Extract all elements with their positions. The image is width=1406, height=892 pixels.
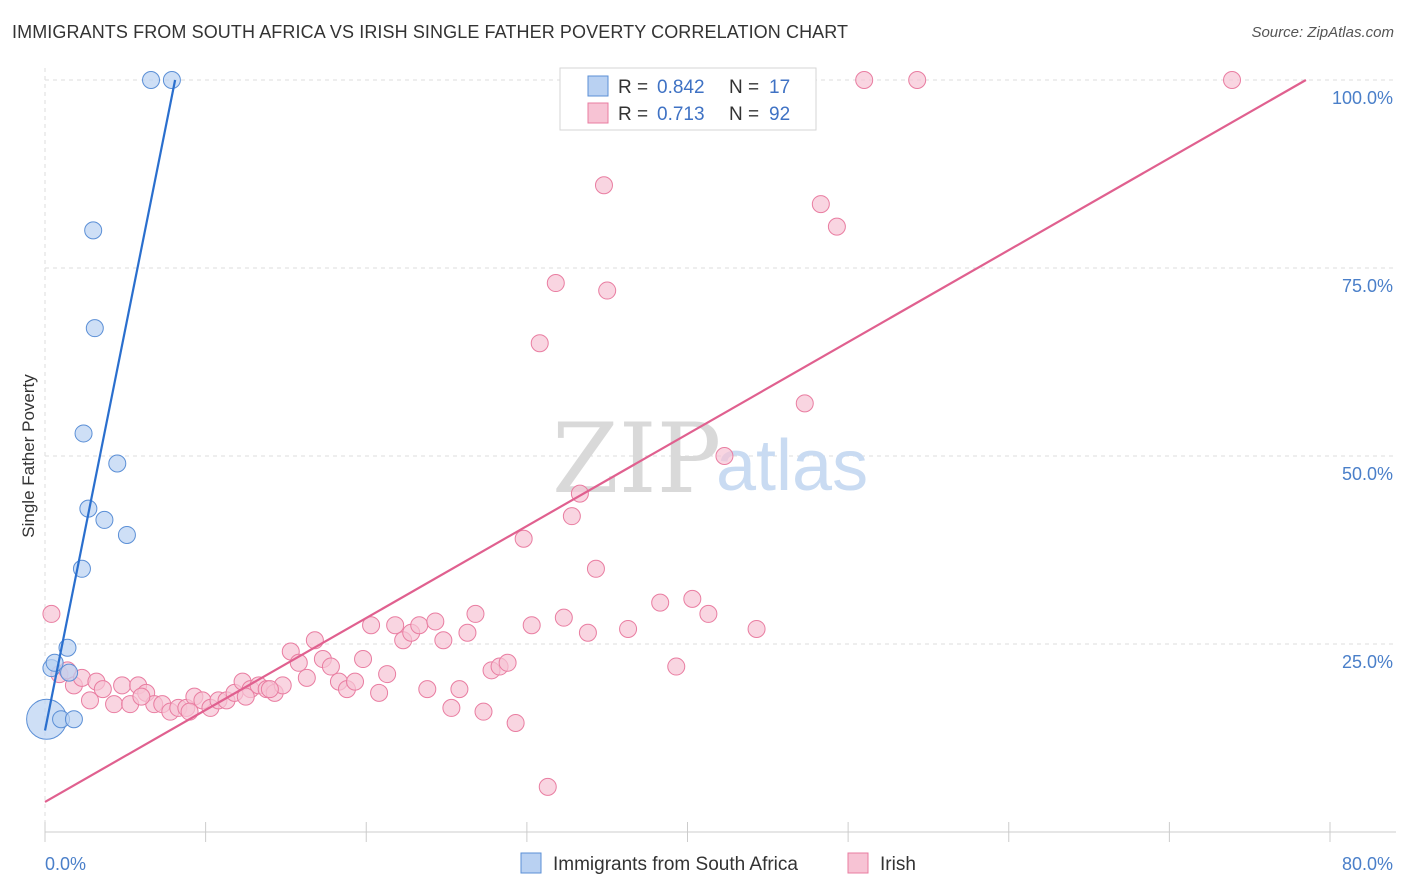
- y-axis-label: Single Father Poverty: [19, 374, 38, 538]
- irish-point[interactable]: [458, 623, 477, 642]
- legend-swatch-pink: [587, 102, 609, 124]
- irish-point[interactable]: [1223, 71, 1242, 89]
- irish-point[interactable]: [522, 616, 541, 635]
- bottom-legend-swatch-irish[interactable]: [847, 852, 869, 874]
- south-africa-point[interactable]: [95, 510, 114, 529]
- irish-point[interactable]: [498, 653, 517, 672]
- irish-point[interactable]: [619, 619, 638, 638]
- irish-point[interactable]: [474, 702, 493, 721]
- axes: [44, 822, 1396, 842]
- irish-point[interactable]: [418, 680, 437, 699]
- irish-point[interactable]: [827, 217, 846, 236]
- south-africa-point[interactable]: [85, 319, 104, 338]
- legend-r-label-2: R =: [618, 104, 648, 125]
- legend-n-value-1: 17: [769, 77, 790, 98]
- irish-point[interactable]: [651, 593, 670, 612]
- irish-point[interactable]: [554, 608, 573, 627]
- irish-point[interactable]: [811, 195, 830, 214]
- irish-point[interactable]: [442, 698, 461, 717]
- irish-point[interactable]: [667, 657, 686, 676]
- irish-point[interactable]: [908, 71, 927, 89]
- irish-point[interactable]: [578, 623, 597, 642]
- irish-point[interactable]: [506, 713, 525, 732]
- irish-point[interactable]: [466, 604, 485, 623]
- irish-point[interactable]: [113, 676, 132, 695]
- watermark-atlas: atlas: [716, 426, 868, 506]
- irish-point[interactable]: [370, 683, 389, 702]
- irish-point[interactable]: [683, 589, 702, 608]
- south-africa-point[interactable]: [64, 710, 83, 729]
- irish-point[interactable]: [346, 672, 365, 691]
- y-tick-label: 75.0%: [1342, 276, 1393, 296]
- irish-point[interactable]: [538, 777, 557, 796]
- irish-point[interactable]: [715, 447, 734, 465]
- irish-point[interactable]: [795, 394, 814, 413]
- chart-title: IMMIGRANTS FROM SOUTH AFRICA VS IRISH SI…: [12, 22, 849, 42]
- irish-point[interactable]: [180, 702, 199, 721]
- y-tick-label: 25.0%: [1342, 652, 1393, 672]
- irish-point[interactable]: [93, 680, 112, 699]
- series-legend: Immigrants from South Africa Irish: [520, 852, 916, 875]
- legend-n-value-2: 92: [769, 104, 790, 125]
- trend-lines: [43, 79, 1307, 803]
- correlation-legend: R = 0.842 N = 17 R = 0.713 N = 92: [559, 67, 817, 131]
- x-tick-label-min: 0.0%: [45, 854, 86, 874]
- legend-r-label-1: R =: [618, 77, 648, 98]
- irish-point[interactable]: [105, 695, 124, 714]
- irish-point[interactable]: [426, 612, 445, 631]
- irish-point[interactable]: [410, 616, 429, 635]
- irish-point[interactable]: [562, 507, 581, 526]
- irish-point[interactable]: [586, 559, 605, 578]
- y-tick-label: 50.0%: [1342, 464, 1393, 484]
- legend-swatch-blue: [587, 75, 609, 97]
- irish-point[interactable]: [297, 668, 316, 687]
- bottom-legend-label-irish[interactable]: Irish: [880, 854, 916, 875]
- south-africa-point[interactable]: [60, 663, 79, 682]
- south-africa-point[interactable]: [142, 71, 161, 89]
- watermark: ZIP atlas: [552, 403, 868, 515]
- south-africa-point[interactable]: [108, 454, 127, 473]
- legend-n-label-1: N =: [729, 77, 759, 98]
- south-africa-point[interactable]: [74, 424, 93, 443]
- legend-r-value-1: 0.842: [657, 77, 705, 98]
- irish-point[interactable]: [598, 281, 617, 300]
- irish-point[interactable]: [42, 604, 61, 623]
- irish-point[interactable]: [386, 616, 405, 635]
- irish-point[interactable]: [699, 604, 718, 623]
- legend-n-label-2: N =: [729, 104, 759, 125]
- irish-point[interactable]: [354, 650, 373, 669]
- x-tick-label-max: 80.0%: [1342, 854, 1393, 874]
- bottom-legend-swatch-south-africa[interactable]: [520, 852, 542, 874]
- irish-point[interactable]: [260, 680, 279, 699]
- irish-point[interactable]: [450, 680, 469, 699]
- bottom-legend-label-south-africa[interactable]: Immigrants from South Africa: [553, 854, 798, 875]
- south-africa-point[interactable]: [162, 71, 181, 89]
- legend-r-value-2: 0.713: [657, 104, 705, 125]
- chart-source: Source: ZipAtlas.com: [1251, 24, 1394, 41]
- irish-point[interactable]: [378, 665, 397, 684]
- irish-trendline: [44, 79, 1307, 803]
- irish-point[interactable]: [546, 274, 565, 293]
- irish-point[interactable]: [132, 687, 151, 706]
- y-tick-label: 100.0%: [1332, 88, 1393, 108]
- irish-point[interactable]: [321, 657, 340, 676]
- irish-point[interactable]: [594, 176, 613, 195]
- irish-point[interactable]: [514, 529, 533, 548]
- irish-point[interactable]: [747, 619, 766, 638]
- irish-point[interactable]: [362, 616, 381, 635]
- south-africa-trendline: [43, 79, 177, 731]
- south-africa-point[interactable]: [84, 221, 103, 240]
- irish-point[interactable]: [530, 334, 549, 353]
- irish-point[interactable]: [855, 71, 874, 89]
- irish-point[interactable]: [434, 631, 453, 650]
- tick-labels: 0.0% 80.0% 25.0% 50.0% 75.0% 100.0%: [45, 88, 1393, 874]
- south-africa-point[interactable]: [117, 525, 136, 544]
- irish-point[interactable]: [80, 691, 99, 710]
